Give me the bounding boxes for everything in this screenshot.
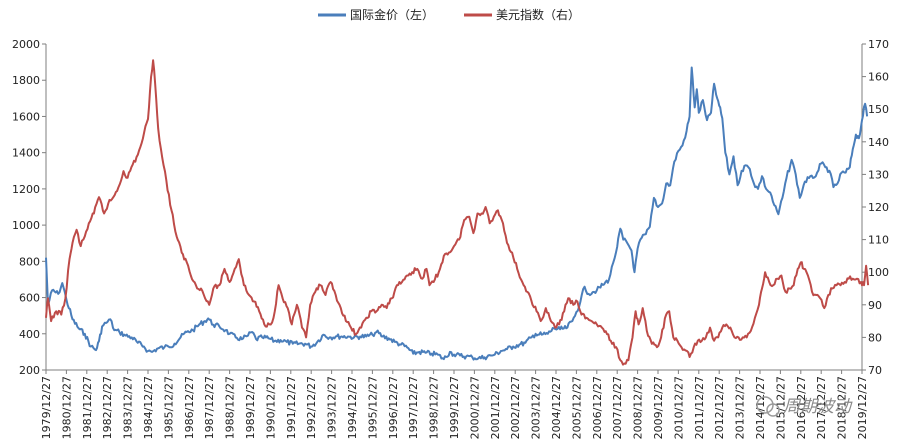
y-right-tick-label: 70 [868,364,882,377]
y-left-tick-label: 800 [19,255,40,268]
y-right-tick-label: 160 [868,71,889,84]
x-tick-label: 1995/12/27 [366,376,379,439]
x-tick-label: 1994/12/27 [346,376,359,439]
x-tick-label: 2014/12/27 [754,376,767,439]
x-tick-label: 2012/12/27 [713,376,726,439]
gold-price-line [45,66,869,361]
watermark: 周期波动 [756,396,853,417]
x-tick-label: 1992/12/27 [305,376,318,439]
x-tick-label: 1990/12/27 [264,376,277,439]
x-tick-label: 1980/12/27 [60,376,73,439]
x-tick-label: 1993/12/27 [326,376,339,439]
series-group [45,59,870,366]
x-tick-label: 2000/12/27 [468,376,481,439]
axes: 200 400 600 800 1000 1200 1400 1600 1800 2000 70 80… [12,38,889,439]
x-tick-label: 2010/12/27 [672,376,685,439]
x-tick-label: 2005/12/27 [570,376,583,439]
x-tick-label: 1981/12/27 [81,376,94,439]
x-tick-label: 2003/12/27 [530,376,543,439]
y-right-tick-label: 120 [868,201,889,214]
x-tick-label: 1998/12/27 [428,376,441,439]
y-left-tick-label: 200 [19,364,40,377]
y-right-tick-label: 130 [868,168,889,181]
x-tick-label: 2013/12/27 [734,376,747,439]
x-tick-label: 1984/12/27 [142,376,155,439]
x-tick-label: 1987/12/27 [203,376,216,439]
x-tick-label: 2002/12/27 [509,376,522,439]
x-tick-label: 2011/12/27 [693,376,706,439]
x-tick-label: 1997/12/27 [407,376,420,439]
legend-label: 美元指数（右） [496,7,580,22]
y-right-tick-label: 170 [868,38,889,51]
x-tick-label: 2004/12/27 [550,376,563,439]
y-left-tick-label: 1600 [12,110,40,123]
x-tick-label: 1999/12/27 [448,376,461,439]
y-left-tick-label: 400 [19,328,40,341]
x-tick-label: 2019/12/27 [856,376,869,439]
y-left-tick-label: 1800 [12,74,40,87]
y-right-tick-label: 80 [868,331,882,344]
x-tick-label: 2015/12/27 [774,376,787,439]
y-left-tick-label: 1400 [12,147,40,160]
x-tick-label: 2001/12/27 [489,376,502,439]
y-right-tick-label: 110 [868,234,889,247]
x-tick-label: 1991/12/27 [285,376,298,439]
x-tick-label: 1989/12/27 [244,376,257,439]
x-tick-label: 2008/12/27 [632,376,645,439]
wechat-icon [756,396,774,414]
y-left-tick-label: 1000 [12,219,40,232]
x-tick-label: 2006/12/27 [591,376,604,439]
legend: 国际金价（左） 美元指数（右） [318,7,580,22]
wechat-icon [766,403,780,417]
x-tick-label: 2007/12/27 [611,376,624,439]
y-left-tick-label: 2000 [12,38,40,51]
dollar-index-line [45,59,870,366]
y-left-tick-label: 1200 [12,183,40,196]
x-tick-label: 2009/12/27 [652,376,665,439]
x-tick-label: 1983/12/27 [122,376,135,439]
y-right-tick-label: 100 [868,266,889,279]
x-tick-label: 1985/12/27 [162,376,175,439]
y-right-tick-label: 140 [868,136,889,149]
x-tick-label: 1982/12/27 [101,376,114,439]
x-tick-label: 1979/12/27 [40,376,53,439]
x-tick-label: 2017/12/27 [815,376,828,439]
x-tick-label: 1996/12/27 [387,376,400,439]
y-right-tick-label: 90 [868,299,882,312]
x-tick-label: 1988/12/27 [224,376,237,439]
y-right-tick-label: 150 [868,103,889,116]
x-tick-label: 1986/12/27 [183,376,196,439]
x-tick-label: 2016/12/27 [795,376,808,439]
x-tick-label: 2018/12/27 [836,376,849,439]
legend-label: 国际金价（左） [350,7,434,22]
y-left-tick-label: 600 [19,292,40,305]
watermark-text: 周期波动 [783,397,853,417]
